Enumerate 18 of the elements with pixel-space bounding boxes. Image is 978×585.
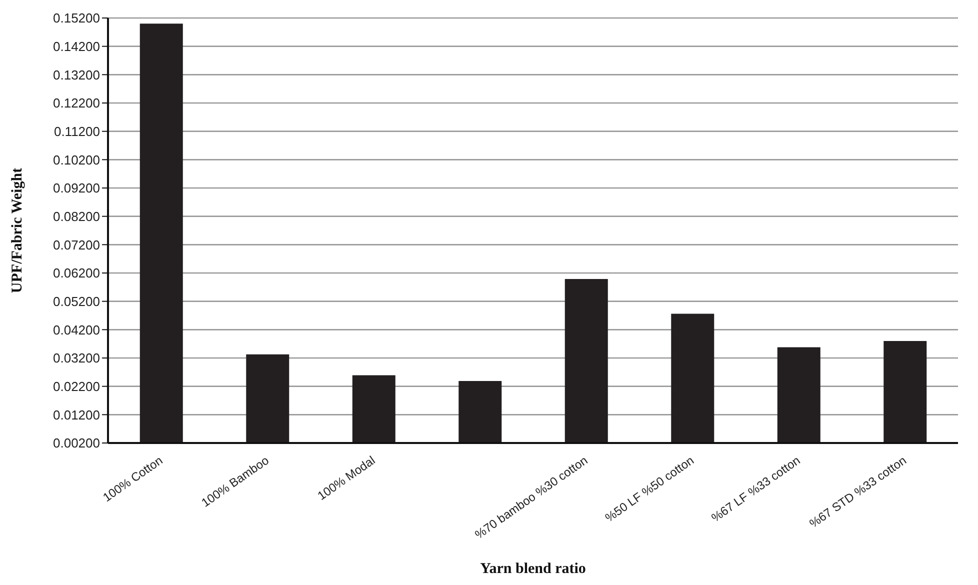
y-tick-label: 0.14200 xyxy=(53,38,100,54)
y-tick-label: 0.05200 xyxy=(53,294,100,309)
y-tick-label: 0.00200 xyxy=(53,436,100,451)
y-tick-label: 0.01200 xyxy=(53,407,100,422)
y-tick-label: 0.02200 xyxy=(53,378,100,394)
y-tick-label: 0.06200 xyxy=(53,266,100,281)
y-tick-label: 0.12200 xyxy=(53,96,100,111)
y-tick-label: 0.08200 xyxy=(53,208,100,224)
y-tick-label: 0.07200 xyxy=(53,237,100,252)
x-axis-title: Yarn blend ratio xyxy=(480,561,586,577)
y-tick-label: 0.04200 xyxy=(53,322,100,338)
y-tick-label: 0.09200 xyxy=(53,180,100,196)
y-tick-label: 0.10200 xyxy=(53,152,100,168)
y-tick-label: 0.13200 xyxy=(53,67,100,82)
y-tick-label: 0.11200 xyxy=(54,124,100,139)
y-axis-title: UPF/Fabric Weight xyxy=(9,168,26,294)
y-tick-label: 0.15200 xyxy=(53,10,100,26)
y-tick-label: 0.03200 xyxy=(53,350,100,366)
